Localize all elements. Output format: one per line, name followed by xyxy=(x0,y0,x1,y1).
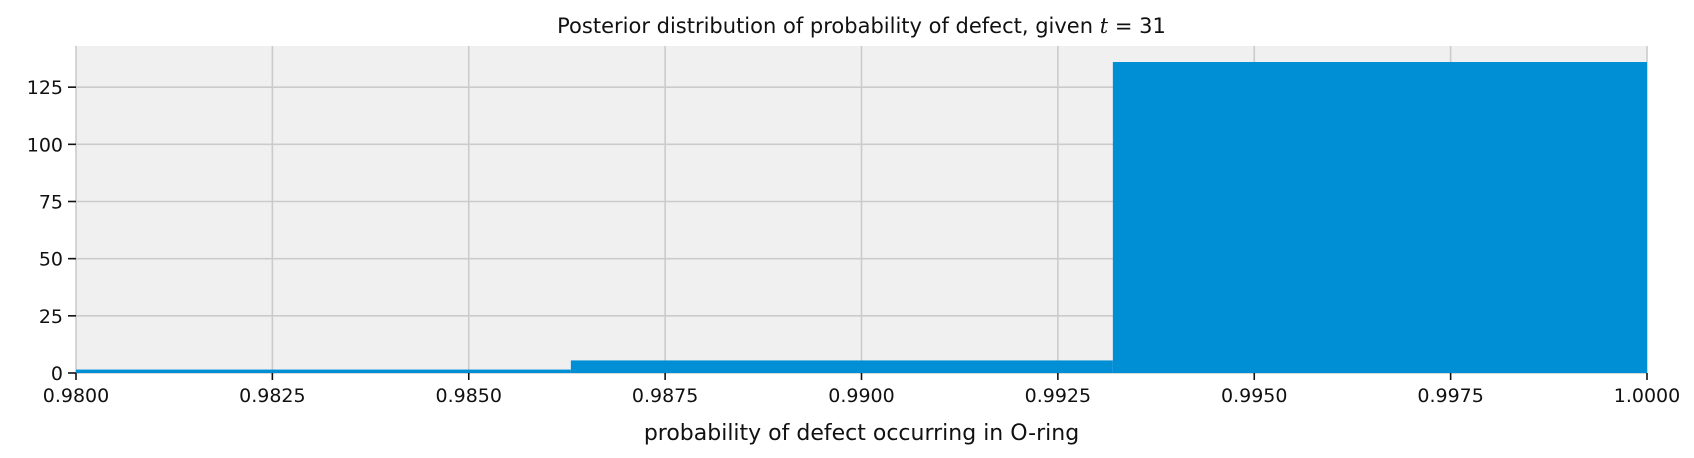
histogram-bar xyxy=(1112,62,1647,374)
x-tick-label: 0.9900 xyxy=(828,385,894,407)
y-tick-label: 100 xyxy=(27,134,63,156)
y-tick-label: 0 xyxy=(51,363,63,385)
x-tick-label: 1.0000 xyxy=(1614,385,1680,407)
title-prefix: Posterior distribution of probability of… xyxy=(557,14,1100,38)
x-tick-label: 0.9800 xyxy=(43,385,109,407)
histogram-bar xyxy=(76,369,571,373)
x-tick-label: 0.9850 xyxy=(436,385,502,407)
chart-title: Posterior distribution of probability of… xyxy=(557,14,1166,38)
histogram-bars xyxy=(76,62,1647,374)
x-axis-label: probability of defect occurring in O-rin… xyxy=(644,421,1079,446)
x-tick-label: 0.9875 xyxy=(632,385,698,407)
x-tick-label: 0.9950 xyxy=(1221,385,1287,407)
title-variable: t xyxy=(1100,14,1109,38)
x-tick-label: 0.9925 xyxy=(1025,385,1091,407)
x-tick-label: 0.9825 xyxy=(239,385,305,407)
x-axis-ticks: 0.9800 0.9825 0.9850 0.9875 0.9900 0.9925 0.99… xyxy=(43,373,1680,407)
y-tick-label: 25 xyxy=(39,306,63,328)
y-axis-ticks: 0 25 50 75 100 125 xyxy=(27,77,76,385)
y-tick-label: 75 xyxy=(39,191,63,213)
x-tick-label: 0.9975 xyxy=(1417,385,1483,407)
histogram-bar xyxy=(570,360,1113,373)
y-tick-label: 50 xyxy=(39,249,63,271)
title-suffix: = 31 xyxy=(1108,14,1166,38)
y-tick-label: 125 xyxy=(27,77,63,99)
